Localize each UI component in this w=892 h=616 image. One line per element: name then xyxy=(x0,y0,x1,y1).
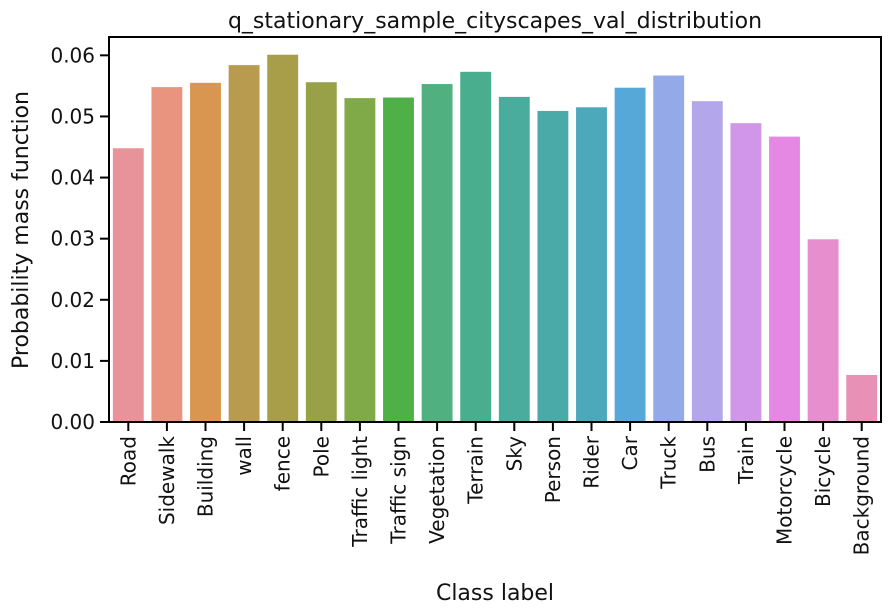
bar-bus xyxy=(691,101,723,423)
x-tick-label: Train xyxy=(734,436,758,485)
y-tick-label: 0.03 xyxy=(50,227,95,251)
y-tick-label: 0.00 xyxy=(50,410,95,434)
bar-motorcycle xyxy=(769,136,800,423)
bar-road xyxy=(112,148,144,422)
x-tick-label: Traffic light xyxy=(348,436,372,548)
bar-person xyxy=(537,110,569,422)
x-tick-label: fence xyxy=(271,436,295,491)
x-axis: Road Sidewalk Building wall fence Pole Traffic… xyxy=(116,422,874,555)
y-tick-label: 0.01 xyxy=(50,349,95,373)
bar-truck xyxy=(653,75,685,422)
bar-background xyxy=(846,374,878,422)
bar-sidewalk xyxy=(151,87,183,423)
bar-sky xyxy=(498,96,530,422)
x-tick-label: Background xyxy=(850,436,874,555)
bar-train xyxy=(730,123,762,423)
bar-pole xyxy=(305,82,337,422)
y-axis-label: Probability mass function xyxy=(9,91,34,369)
x-tick-label: Terrain xyxy=(464,436,488,505)
x-tick-label: Sidewalk xyxy=(155,436,179,525)
bar-bicycle xyxy=(807,239,839,422)
x-tick-label: Car xyxy=(618,435,642,470)
y-tick-label: 0.06 xyxy=(50,43,95,67)
bar-building xyxy=(190,82,221,422)
x-tick-label: Rider xyxy=(580,435,604,488)
x-axis-label: Class label xyxy=(436,581,554,606)
bar-rider xyxy=(576,107,607,422)
bar-car xyxy=(614,87,646,422)
y-axis: 0.00 0.01 0.02 0.03 0.04 0.05 0.06 xyxy=(50,43,109,434)
bar-traffic-sign xyxy=(383,97,414,422)
plot-frame xyxy=(108,36,882,423)
x-tick-label: Bus xyxy=(695,436,719,473)
x-tick-label: Bicycle xyxy=(811,436,835,507)
y-tick-label: 0.04 xyxy=(50,166,95,190)
bar-vegetation xyxy=(421,84,453,422)
bar-traffic-light xyxy=(344,98,376,423)
x-tick-label: Truck xyxy=(657,436,681,490)
x-tick-label: Pole xyxy=(309,436,333,477)
bar-fence xyxy=(267,54,299,422)
x-tick-label: Road xyxy=(116,436,140,486)
chart-title: q_stationary_sample_cityscapes_val_distr… xyxy=(228,9,762,34)
bars-group xyxy=(112,54,878,423)
y-tick-label: 0.05 xyxy=(50,104,95,128)
x-tick-label: Traffic sign xyxy=(387,436,411,545)
x-tick-label: Person xyxy=(541,436,565,503)
x-tick-label: Sky xyxy=(502,436,526,472)
x-tick-label: Motorcycle xyxy=(773,436,797,545)
bar-terrain xyxy=(460,71,492,422)
y-tick-label: 0.02 xyxy=(50,288,95,312)
bar-wall xyxy=(228,65,260,423)
x-tick-label: Building xyxy=(194,436,218,517)
x-tick-label: wall xyxy=(232,436,256,476)
x-tick-label: Vegetation xyxy=(425,436,449,544)
